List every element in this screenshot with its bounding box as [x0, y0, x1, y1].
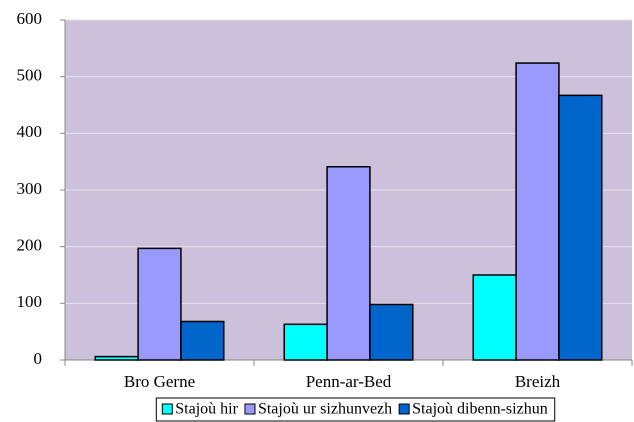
y-tick-label: 100 — [17, 292, 43, 311]
bar — [137, 247, 182, 361]
legend-swatch — [161, 403, 173, 415]
legend-swatch — [398, 403, 410, 415]
x-tick-label: Penn-ar-Bed — [306, 372, 392, 391]
legend-label: Stajoù dibenn-sizhun — [412, 401, 548, 418]
y-tick-label: 600 — [17, 9, 43, 28]
y-tick-label: 200 — [17, 236, 43, 255]
bar — [180, 320, 225, 361]
bar — [326, 166, 371, 361]
bar — [283, 323, 328, 361]
bar — [472, 274, 517, 361]
legend-label: Stajoù ur sizhunvezh — [258, 401, 392, 418]
x-tick-label: Bro Gerne — [124, 372, 195, 391]
y-tick-label: 500 — [17, 66, 43, 85]
legend — [155, 397, 556, 422]
x-tick-label: Breizh — [515, 372, 561, 391]
bar — [369, 303, 414, 361]
legend-swatch — [244, 403, 256, 415]
bar — [558, 94, 603, 361]
y-tick-label: 300 — [17, 179, 43, 198]
y-tick-label: 0 — [34, 349, 43, 368]
y-tick-label: 400 — [17, 122, 43, 141]
bar — [515, 62, 560, 361]
legend-label: Stajoù hir — [175, 401, 238, 418]
bar — [94, 355, 139, 361]
